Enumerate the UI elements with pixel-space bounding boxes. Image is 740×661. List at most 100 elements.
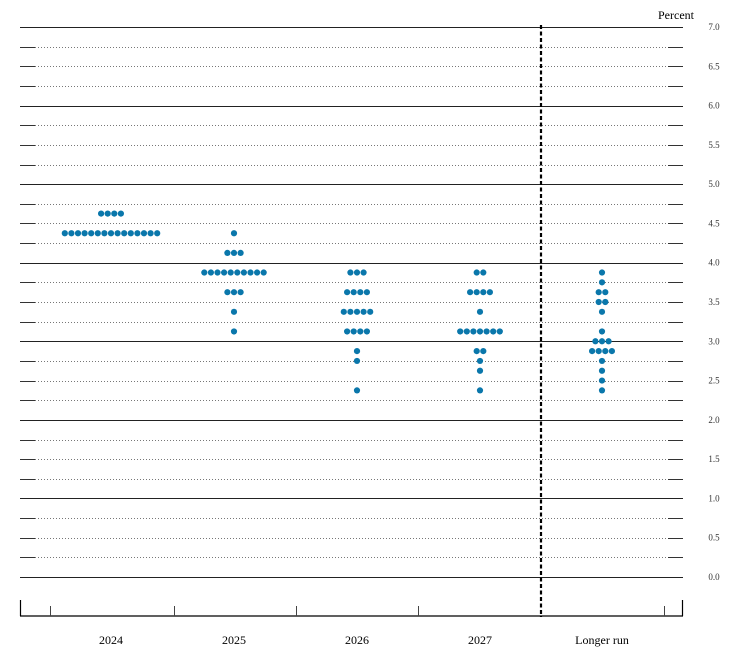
participant-dot (147, 230, 154, 237)
participant-dot (476, 357, 484, 365)
participant-dot (107, 230, 115, 237)
participant-dot (88, 230, 95, 237)
participant-dot (598, 328, 606, 335)
y-tick-label: 0.0 (708, 572, 720, 582)
participant-dot (347, 308, 354, 315)
x-category-label: 2025 (222, 633, 246, 647)
dot-column-2025 (201, 230, 267, 335)
participant-dot (350, 289, 357, 296)
y-axis-labels: 0.0 0.5 1.0 1.5 2.0 2.5 3.0 3.5 4.0 4.5 5.0 5.5 6.0 6… (708, 22, 720, 582)
participant-dot (347, 269, 354, 276)
participant-dot (367, 308, 374, 315)
participant-dot (353, 387, 361, 394)
y-tick-label: 6.5 (708, 61, 720, 71)
gridlines (20, 26, 683, 579)
y-tick-label: 1.0 (708, 493, 720, 503)
participant-dot (476, 328, 484, 335)
participant-dot (224, 289, 231, 296)
dot-column-longer-run (589, 269, 616, 394)
participant-dot (605, 338, 612, 345)
participant-dot (154, 230, 161, 237)
participant-dot (363, 328, 370, 335)
participant-dot (117, 210, 124, 217)
participant-dot (480, 348, 487, 355)
participant-dot (473, 289, 480, 296)
participant-dot (237, 249, 244, 256)
y-tick-label: 5.5 (708, 140, 720, 150)
participant-dot (476, 308, 484, 315)
dots-layer (61, 210, 616, 394)
x-axis: 2024 2025 2026 2027 Longer run (19, 600, 684, 647)
participant-dot (230, 289, 238, 296)
participant-dot (602, 298, 609, 306)
participant-dot (496, 328, 503, 335)
x-category-label: 2024 (99, 633, 123, 647)
participant-dot (234, 269, 241, 276)
participant-dot (473, 269, 480, 276)
participant-dot (340, 308, 347, 315)
participant-dot (467, 289, 474, 296)
participant-dot (602, 348, 609, 355)
participant-dot (230, 249, 238, 256)
participant-dot (224, 249, 231, 256)
dot-column-2027 (457, 269, 503, 394)
participant-dot (260, 269, 267, 276)
participant-dot (221, 269, 228, 276)
participant-dot (473, 348, 480, 355)
y-tick-label: 3.5 (708, 297, 720, 307)
participant-dot (207, 269, 214, 276)
participant-dot (598, 279, 606, 286)
participant-dot (598, 338, 606, 345)
participant-dot (476, 387, 484, 394)
x-category-label: Longer run (575, 633, 629, 647)
participant-dot (598, 308, 606, 315)
participant-dot (104, 210, 111, 217)
dot-column-2026 (340, 269, 374, 394)
participant-dot (353, 348, 361, 355)
participant-dot (353, 357, 361, 365)
participant-dot (350, 328, 357, 335)
participant-dot (598, 377, 606, 384)
participant-dot (74, 230, 82, 237)
participant-dot (360, 308, 367, 315)
participant-dot (357, 328, 364, 335)
participant-dot (134, 230, 141, 237)
y-tick-label: 4.5 (708, 218, 720, 228)
participant-dot (598, 357, 606, 365)
x-category-label: 2027 (468, 633, 492, 647)
participant-dot (127, 230, 134, 237)
participant-dot (240, 269, 247, 276)
participant-dot (483, 328, 490, 335)
participant-dot (114, 230, 121, 237)
dot-column-2024 (61, 210, 161, 237)
x-category-label: 2026 (345, 633, 369, 647)
participant-dot (360, 269, 367, 276)
participant-dot (595, 298, 602, 306)
participant-dot (81, 230, 88, 237)
y-tick-label: 7.0 (708, 22, 720, 32)
y-tick-label: 2.0 (708, 415, 720, 425)
participant-dot (201, 269, 208, 276)
participant-dot (61, 230, 68, 237)
participant-dot (486, 289, 493, 296)
participant-dot (595, 289, 602, 296)
participant-dot (353, 269, 361, 276)
participant-dot (214, 269, 221, 276)
participant-dot (480, 289, 487, 296)
participant-dot (457, 328, 464, 335)
participant-dot (68, 230, 75, 237)
participant-dot (344, 328, 351, 335)
participant-dot (230, 230, 238, 237)
participant-dot (254, 269, 261, 276)
participant-dot (476, 367, 484, 374)
y-tick-label: 4.0 (708, 258, 720, 268)
y-tick-label: 2.5 (708, 376, 720, 386)
y-axis-unit-label: Percent (658, 8, 695, 22)
y-tick-label: 5.0 (708, 179, 720, 189)
y-tick-label: 0.5 (708, 533, 720, 543)
participant-dot (463, 328, 470, 335)
participant-dot (490, 328, 497, 335)
y-tick-label: 1.5 (708, 454, 720, 464)
participant-dot (111, 210, 118, 217)
participant-dot (353, 308, 361, 315)
